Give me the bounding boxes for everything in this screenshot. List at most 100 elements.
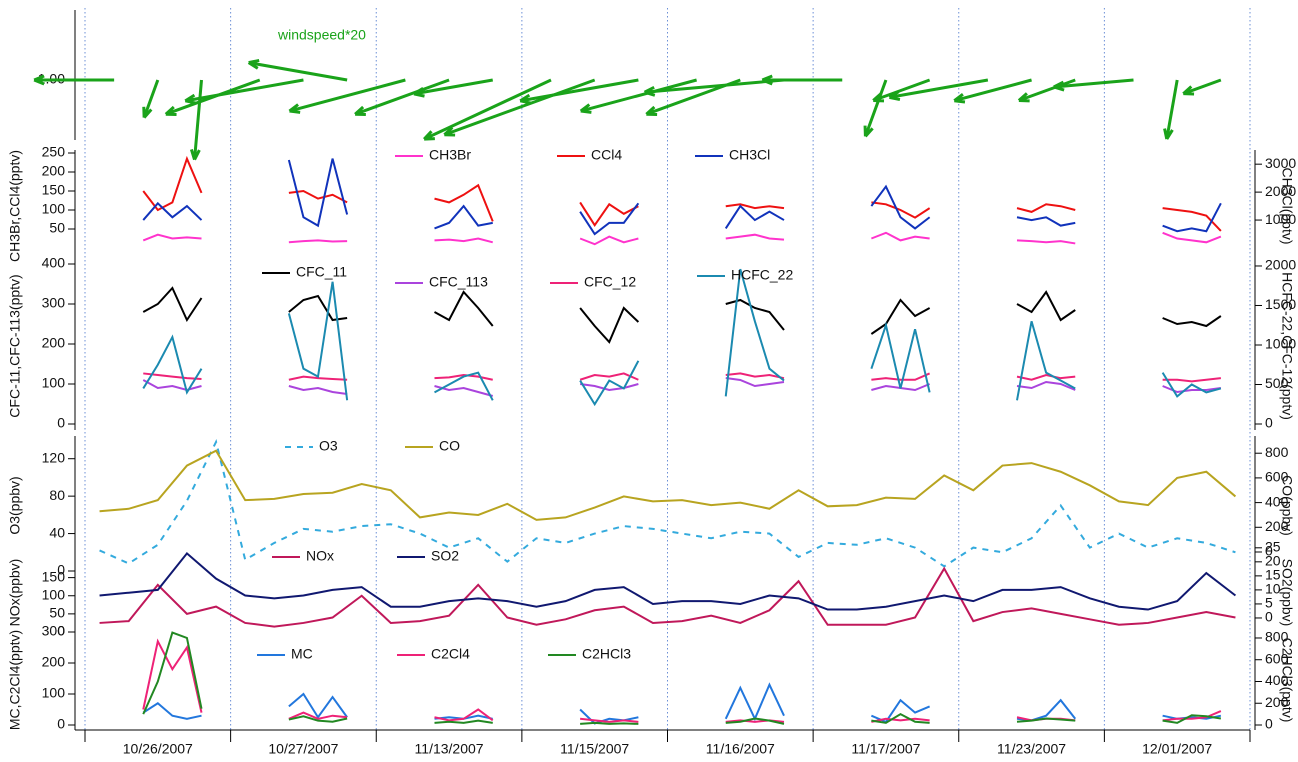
y-tick-label: 0	[57, 623, 65, 639]
y2-tick-label: 800	[1265, 629, 1289, 645]
y-tick-label: 0	[57, 716, 65, 732]
y2-axis-title: CO(ppbv)	[1279, 475, 1295, 536]
y2-tick-label: 20	[1265, 553, 1281, 569]
y2-axis-title: SO2(ppbv)	[1279, 559, 1295, 627]
x-tick-label: 10/26/2007	[123, 741, 193, 757]
series-line	[142, 286, 1222, 344]
wind-arrow	[1017, 78, 1076, 103]
wind-arrow	[423, 78, 552, 141]
y2-tick-label: 0	[1265, 415, 1273, 431]
series-line	[99, 449, 1237, 521]
y-tick-label: 150	[42, 182, 66, 198]
series-line	[99, 438, 1236, 568]
y-axis-title: MC,C2Cl4(pptv)	[7, 630, 23, 730]
y2-tick-label: 0	[1265, 716, 1273, 732]
y-tick-label: 200	[42, 163, 66, 179]
y-tick-label: 50	[49, 605, 65, 621]
y-tick-label: 300	[42, 623, 66, 639]
annotation: windspeed*20	[277, 27, 366, 43]
y2-tick-label: 2000	[1265, 257, 1296, 273]
wind-arrow	[1053, 78, 1134, 92]
y-axis-title: CH3Br,CCl4(pptv)	[7, 150, 23, 262]
y-tick-label: 400	[42, 255, 66, 271]
wind-arrow	[189, 79, 203, 161]
y-tick-label: 250	[42, 144, 66, 160]
wind-arrow	[33, 74, 115, 86]
wind-arrow	[953, 78, 1032, 104]
legend-label: CFC_11	[296, 264, 347, 280]
series-line	[142, 231, 1222, 246]
legend-label: NOx	[306, 548, 334, 564]
y2-tick-label: 600	[1265, 469, 1289, 485]
x-tick-label: 11/23/2007	[997, 741, 1066, 757]
legend-label: CH3Cl	[729, 147, 770, 163]
wind-arrow	[863, 79, 888, 138]
x-tick-label: 10/27/2007	[268, 741, 338, 757]
y-axis-title: NOx(ppbv)	[7, 559, 23, 627]
y2-tick-label: 1500	[1265, 296, 1296, 312]
y-tick-label: 200	[42, 335, 66, 351]
legend-label: CFC_12	[584, 274, 636, 290]
y2-tick-label: 1000	[1265, 336, 1296, 352]
y2-tick-label: 2000	[1265, 183, 1296, 199]
wind-arrow	[888, 78, 989, 102]
legend-label: C2HCl3	[582, 646, 631, 662]
series-line	[99, 551, 1237, 611]
y-tick-label: 40	[49, 524, 65, 540]
legend-label: SO2	[431, 548, 459, 564]
x-tick-label: 11/17/2007	[851, 741, 920, 757]
y-tick-label: 100	[42, 586, 66, 602]
y-tick-label: 200	[42, 654, 66, 670]
y-tick-label: 100	[42, 375, 66, 391]
y-axis-title: CFC-11,CFC-113(pptv)	[7, 274, 23, 417]
y-tick-label: 50	[49, 220, 65, 236]
legend-label: CFC_113	[429, 274, 488, 290]
legend-label: O3	[319, 438, 338, 454]
legend-label: CH3Br	[429, 147, 471, 163]
y2-tick-label: 500	[1265, 375, 1289, 391]
y-tick-label: 300	[42, 295, 66, 311]
legend-label: CO	[439, 438, 460, 454]
y2-tick-label: 15	[1265, 567, 1281, 583]
wind-arrow	[413, 78, 494, 98]
y2-tick-label: 5	[1265, 595, 1273, 611]
wind-arrow	[1182, 78, 1222, 96]
series-line	[142, 268, 1222, 407]
wind-arrow	[443, 78, 596, 137]
y-tick-label: 0	[57, 415, 65, 431]
wind-arrow	[288, 78, 406, 114]
y2-tick-label: 0	[1265, 609, 1273, 625]
wind-arrow	[872, 78, 931, 103]
x-tick-label: 11/15/2007	[560, 741, 629, 757]
y2-tick-label: 200	[1265, 694, 1289, 710]
y-tick-label: 100	[42, 685, 66, 701]
x-tick-label: 11/13/2007	[415, 741, 484, 757]
legend-label: C2Cl4	[431, 646, 470, 662]
wind-arrow	[579, 78, 698, 114]
y2-tick-label: 400	[1265, 672, 1289, 688]
wind-arrow	[184, 78, 304, 105]
wind-arrow	[643, 78, 785, 97]
y2-tick-label: 800	[1265, 444, 1289, 460]
legend-label: HCFC_22	[731, 267, 793, 283]
series-line	[99, 566, 1236, 628]
y2-tick-label: 10	[1265, 581, 1281, 597]
wind-arrow	[1163, 79, 1179, 140]
y2-axis-title: CH3Cl(pptv)	[1279, 167, 1295, 244]
y-tick-label: 120	[42, 449, 66, 465]
y2-axis-title: C2HCl3(pptv)	[1279, 638, 1295, 723]
y2-tick-label: 200	[1265, 518, 1289, 534]
series-line	[142, 155, 1222, 232]
wind-arrow	[142, 79, 160, 119]
y-axis-title: O3(ppbv)	[7, 476, 23, 534]
y-tick-label: 100	[42, 201, 66, 217]
y-tick-label: 80	[49, 487, 65, 503]
y2-tick-label: 25	[1265, 539, 1281, 555]
wind-arrow	[354, 78, 450, 117]
y2-tick-label: 400	[1265, 493, 1289, 509]
x-tick-label: 12/01/2007	[1142, 741, 1212, 757]
series-line	[143, 372, 1221, 383]
series-line	[142, 631, 1222, 725]
y2-tick-label: 1000	[1265, 211, 1296, 227]
wind-arrow	[761, 74, 843, 86]
